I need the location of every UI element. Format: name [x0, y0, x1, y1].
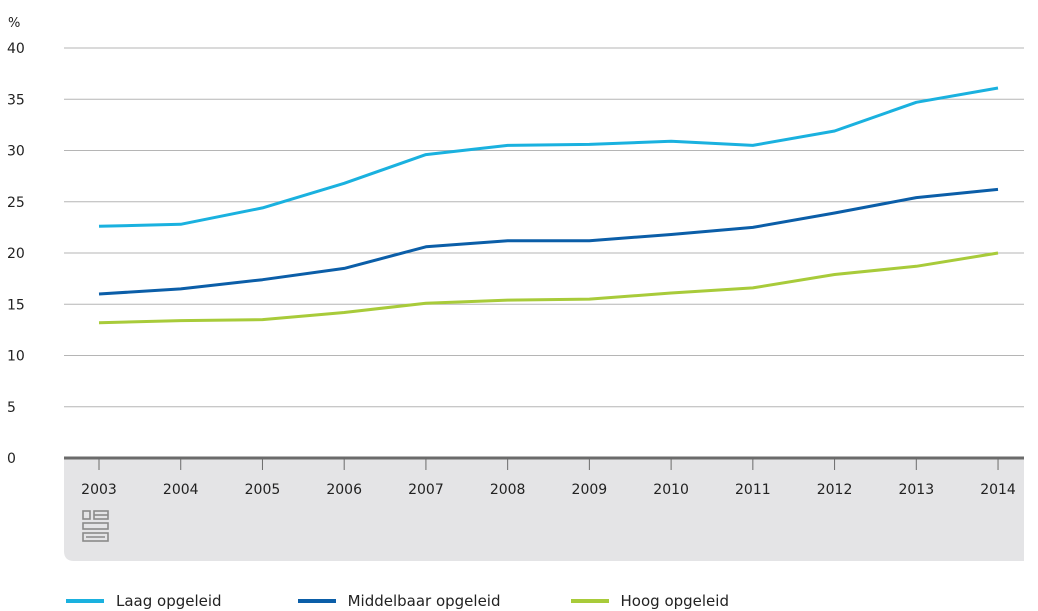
- y-tick-label: 5: [7, 400, 16, 416]
- series-lines: [98, 86, 999, 325]
- y-tick-label: 20: [7, 246, 25, 262]
- x-tick-label: 2003: [81, 482, 117, 498]
- series-line-hoog-opgeleid: [98, 251, 999, 325]
- y-tick-label: 35: [7, 92, 25, 108]
- x-tick-label: 2009: [572, 482, 608, 498]
- x-tick-label: 2013: [898, 482, 934, 498]
- y-tick-label: 10: [7, 349, 25, 365]
- legend-item: Middelbaar opgeleid: [297, 592, 501, 610]
- y-tick-label: 15: [7, 297, 25, 313]
- x-tick-label: 2007: [408, 482, 444, 498]
- cbs-logo-icon: [82, 510, 109, 542]
- legend-item: Laag opgeleid: [66, 592, 222, 610]
- x-tick-label: 2005: [245, 482, 281, 498]
- series-line-laag-opgeleid: [98, 86, 999, 228]
- x-axis-panel: [64, 458, 1024, 561]
- legend-swatch: [570, 599, 609, 603]
- legend-swatch: [297, 599, 336, 603]
- y-axis-unit-label: %: [8, 16, 20, 31]
- y-tick-labels: 0 5 10 15 20 25 30 35 40: [7, 41, 25, 467]
- x-tick-labels: 2003 2004 2005 2006 2007 2008 2009 2010 2011 2012…: [81, 458, 1016, 498]
- y-tick-label: 25: [7, 195, 25, 211]
- y-tick-label: 40: [7, 41, 25, 57]
- legend-label: Middelbaar opgeleid: [347, 592, 501, 610]
- x-tick-label: 2014: [980, 482, 1016, 498]
- x-tick-label: 2011: [735, 482, 771, 498]
- series-line-middelbaar-opgeleid: [98, 187, 999, 296]
- x-tick-label: 2008: [490, 482, 526, 498]
- x-tick-label: 2012: [817, 482, 853, 498]
- x-tick-label: 2006: [326, 482, 362, 498]
- legend: Laag opgeleid Middelbaar opgeleid Hoog opg…: [66, 592, 729, 610]
- legend-item: Hoog opgeleid: [570, 592, 729, 610]
- legend-label: Hoog opgeleid: [620, 592, 729, 610]
- legend-label: Laag opgeleid: [116, 592, 222, 610]
- y-tick-label: 30: [7, 144, 25, 160]
- x-tick-label: 2010: [653, 482, 689, 498]
- x-tick-label: 2004: [163, 482, 199, 498]
- legend-swatch: [66, 599, 104, 603]
- gridlines: [64, 47, 1024, 408]
- y-tick-label: 0: [7, 451, 16, 467]
